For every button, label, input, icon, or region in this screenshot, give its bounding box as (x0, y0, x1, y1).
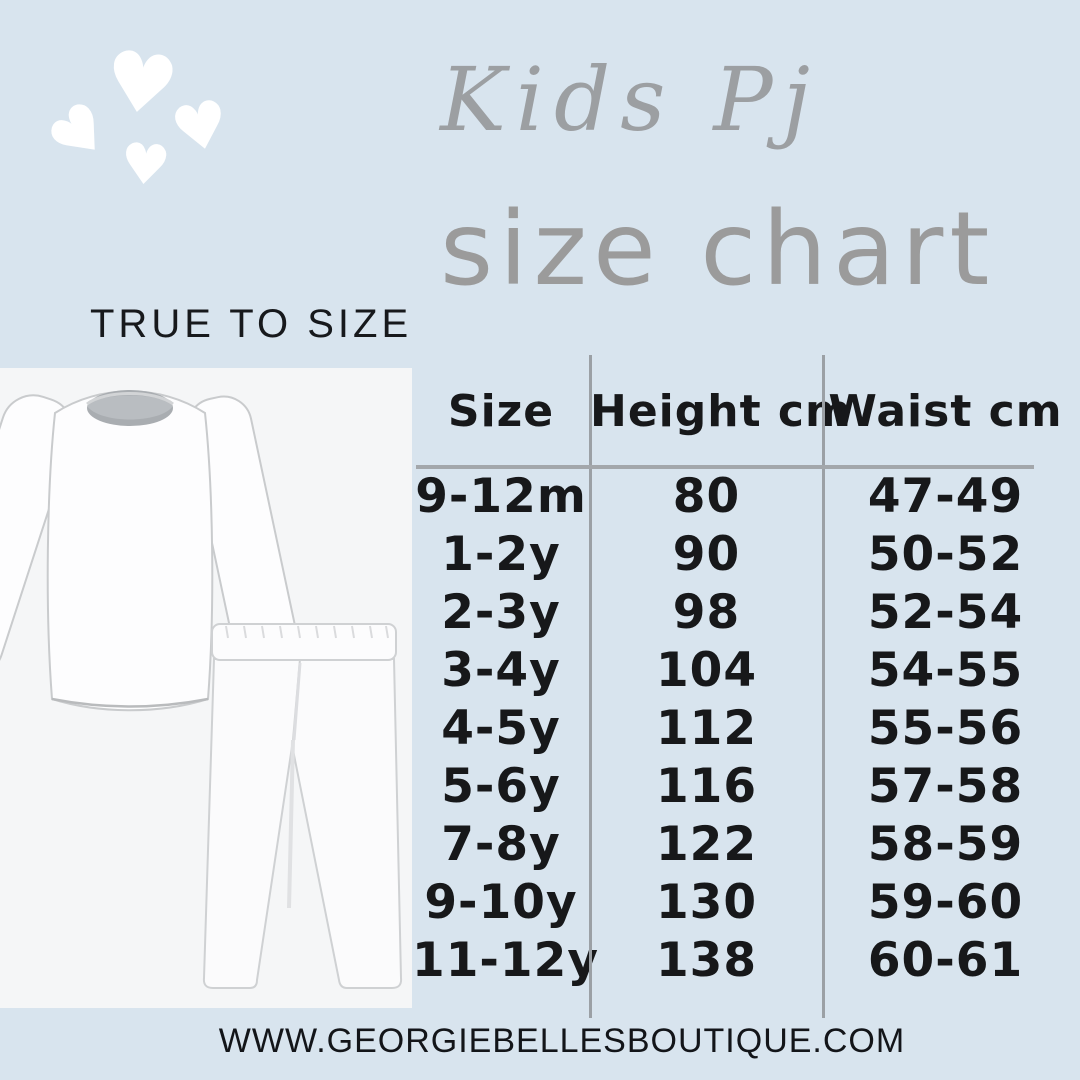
waist-cell: 55-56 (867, 700, 1024, 756)
table-row: 11-12y 138 60-61 (412, 931, 1068, 989)
column-divider (822, 355, 825, 1018)
size-cell: 4-5y (441, 700, 561, 756)
height-cell: 112 (655, 700, 758, 756)
fit-note: TRUE TO SIZE (90, 302, 413, 346)
page-title: size chart (440, 190, 996, 309)
column-divider (589, 355, 592, 1018)
waist-cell: 52-54 (867, 584, 1024, 640)
table-row: 3-4y 104 54-55 (412, 641, 1068, 699)
size-cell: 5-6y (441, 758, 561, 814)
size-cell: 2-3y (441, 584, 561, 640)
heart-icon: ♥ (164, 85, 237, 171)
waist-cell: 47-49 (867, 468, 1024, 524)
waist-cell: 58-59 (867, 816, 1024, 872)
height-cell: 116 (655, 758, 758, 814)
height-cell: 138 (655, 932, 758, 988)
size-table-header: Size Height cm Waist cm (412, 355, 1068, 467)
table-row: 5-6y 116 57-58 (412, 757, 1068, 815)
height-cell: 104 (655, 642, 758, 698)
height-cell: 130 (655, 874, 758, 930)
pajama-illustration (0, 390, 403, 989)
waist-cell: 57-58 (867, 758, 1024, 814)
column-header-waist: Waist cm (828, 385, 1063, 437)
waist-cell: 60-61 (867, 932, 1024, 988)
waist-cell: 54-55 (867, 642, 1024, 698)
table-row: 9-12m 80 47-49 (412, 467, 1068, 525)
header-divider (416, 465, 1034, 469)
height-cell: 98 (672, 584, 741, 640)
size-cell: 11-12y (412, 932, 599, 988)
pajama-photo (0, 368, 412, 1008)
column-header-size: Size (447, 385, 555, 437)
size-cell: 9-12m (415, 468, 587, 524)
table-row: 2-3y 98 52-54 (412, 583, 1068, 641)
size-cell: 7-8y (441, 816, 561, 872)
size-cell: 9-10y (424, 874, 578, 930)
table-row: 4-5y 112 55-56 (412, 699, 1068, 757)
website-url: WWW.GEORGIEBELLESBOUTIQUE.COM (218, 1022, 906, 1060)
height-cell: 80 (672, 468, 741, 524)
size-table: Size Height cm Waist cm 9-12m 80 47-49 1-2y… (412, 355, 1068, 1018)
heart-icon: ♥ (117, 130, 173, 201)
size-table-body: 9-12m 80 47-49 1-2y 90 50-52 2-3y 98 52-54 3-4y 10… (412, 467, 1068, 989)
column-header-height: Height cm (590, 385, 852, 437)
height-cell: 90 (672, 526, 741, 582)
height-cell: 122 (655, 816, 758, 872)
table-row: 7-8y 122 58-59 (412, 815, 1068, 873)
table-row: 1-2y 90 50-52 (412, 525, 1068, 583)
size-cell: 1-2y (441, 526, 561, 582)
size-cell: 3-4y (441, 642, 561, 698)
title-script: Kids Pj (440, 48, 820, 151)
table-row: 9-10y 130 59-60 (412, 873, 1068, 931)
waist-cell: 59-60 (867, 874, 1024, 930)
waist-cell: 50-52 (867, 526, 1024, 582)
